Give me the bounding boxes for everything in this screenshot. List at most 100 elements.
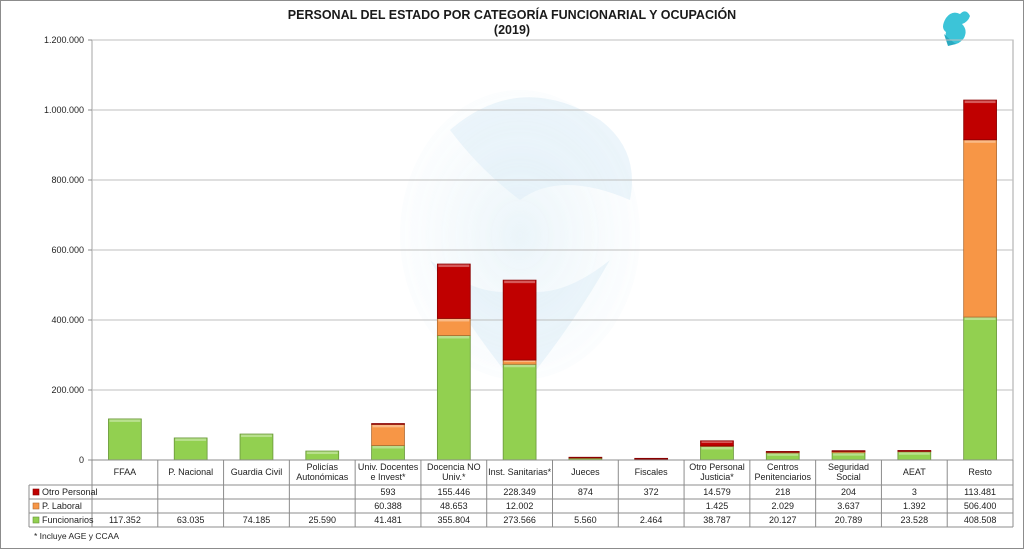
data-label: 1.425 [706, 501, 729, 511]
legend-swatch [32, 516, 40, 524]
x-category-label: Autonómicas [296, 472, 349, 482]
bar-highlight [504, 280, 536, 284]
bar-segment [963, 99, 997, 141]
x-category-label: Docencia NO [427, 462, 481, 472]
data-label: 5.560 [574, 515, 597, 525]
data-label: 506.400 [964, 501, 997, 511]
bar-segment [173, 437, 208, 461]
y-tick-label: 0 [79, 455, 84, 465]
bar-segment [239, 433, 274, 461]
bar-highlight [306, 451, 338, 455]
x-category-label: Social [836, 472, 861, 482]
x-category-label: FFAA [114, 467, 137, 477]
data-label: 593 [381, 487, 396, 497]
x-category-label: Univ. Docentes [358, 462, 419, 472]
chart-title: PERSONAL DEL ESTADO POR CATEGORÍA FUNCIO… [288, 7, 736, 22]
data-label: 41.481 [374, 515, 402, 525]
data-label: 2.029 [771, 501, 794, 511]
bar-segment [436, 335, 471, 461]
data-label: 874 [578, 487, 593, 497]
bar-segment [502, 279, 537, 361]
bar-highlight [701, 446, 733, 450]
bar-highlight [438, 335, 470, 339]
bar-segment [831, 450, 866, 452]
data-label: 1.392 [903, 501, 926, 511]
y-tick-label: 600.000 [51, 245, 84, 255]
data-label: 204 [841, 487, 856, 497]
x-category-label: AEAT [903, 467, 926, 477]
bar-highlight [504, 360, 536, 362]
bar-highlight [701, 441, 733, 444]
y-tick-label: 1.000.000 [44, 105, 84, 115]
footnote: * Incluye AGE y CCAA [34, 531, 119, 541]
legend-entry: Otro Personal [42, 487, 98, 497]
data-table: FFAA P. Nacional Guardia Civil PolicíasAuto… [28, 459, 1014, 528]
bar-segment [502, 363, 537, 461]
bar-highlight [241, 434, 272, 438]
x-category-label: Otro Personal [689, 462, 745, 472]
legend-entry: Funcionarios [42, 515, 94, 525]
x-category-label: Seguridad [828, 462, 869, 472]
chart-subtitle: (2019) [494, 23, 530, 37]
x-category-label: Jueces [571, 467, 600, 477]
x-category-label: Guardia Civil [231, 467, 283, 477]
data-label: 63.035 [177, 515, 205, 525]
bar-highlight [833, 453, 864, 456]
bar-segment [568, 456, 603, 459]
y-tick-label: 200.000 [51, 385, 84, 395]
bar-highlight [372, 424, 404, 428]
data-label: 113.481 [964, 487, 996, 497]
bar-highlight [175, 438, 207, 441]
bar-highlight [109, 419, 141, 422]
x-category-label: Policías [306, 462, 338, 472]
x-category-label: Justicia* [700, 472, 734, 482]
data-label: 23.528 [901, 515, 929, 525]
data-label: 155.446 [438, 487, 471, 497]
data-label: 48.653 [440, 501, 468, 511]
data-label: 273.566 [503, 515, 536, 525]
y-tick-label: 800.000 [51, 175, 84, 185]
x-category-label: Fiscales [635, 467, 669, 477]
legend-entry: P. Laboral [42, 501, 82, 511]
x-category-label: Resto [968, 467, 992, 477]
x-category-label: Inst. Sanitarias* [488, 467, 552, 477]
data-label: 74.185 [243, 515, 271, 525]
bar-segment [634, 457, 669, 460]
bar-segment [765, 451, 800, 453]
bar-segment [700, 440, 734, 447]
bar-highlight [964, 100, 996, 104]
bar-highlight [964, 140, 996, 143]
data-label: 355.804 [438, 515, 471, 525]
y-axis-ticks: 0 200.000 400.000 600.000 800.000 1.000.000 1.… [44, 35, 84, 465]
data-label: 2.464 [640, 515, 663, 525]
bar-segment [897, 450, 932, 452]
y-tick-label: 400.000 [51, 315, 84, 325]
data-label: 372 [644, 487, 659, 497]
x-category-label: Penitenciarios [754, 472, 811, 482]
bar-highlight [767, 453, 799, 456]
data-label: 117.352 [109, 515, 141, 525]
data-label: 14.579 [703, 487, 731, 497]
bar-segment [963, 316, 997, 461]
bar-highlight [898, 452, 930, 455]
legend-swatch [32, 488, 40, 496]
x-category-label: Univ.* [442, 472, 466, 482]
legend-swatch [32, 502, 40, 510]
data-label: 218 [775, 487, 790, 497]
data-label: 3.637 [837, 501, 860, 511]
bar-segment [108, 418, 142, 461]
bar-highlight [964, 317, 996, 321]
bar-highlight [438, 318, 470, 322]
data-label: 3 [912, 487, 917, 497]
bar-segment [371, 423, 405, 425]
bar-segment [963, 139, 997, 318]
data-label: 228.349 [503, 487, 536, 497]
bar-segment [436, 263, 471, 319]
x-category-label: Centros [767, 462, 799, 472]
x-category-label: e Invest* [371, 472, 407, 482]
bar-segment [371, 423, 405, 446]
data-label: 38.787 [703, 515, 731, 525]
data-label: 25.590 [308, 515, 336, 525]
data-label: 20.127 [769, 515, 797, 525]
